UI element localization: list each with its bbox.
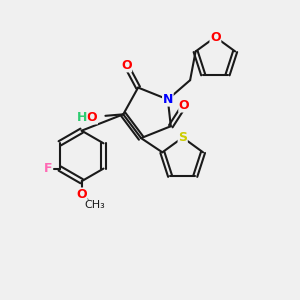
Text: F: F — [44, 162, 52, 175]
Text: O: O — [87, 111, 98, 124]
Text: H: H — [76, 111, 87, 124]
Text: CH₃: CH₃ — [85, 200, 105, 210]
Text: S: S — [178, 131, 187, 144]
Text: N: N — [163, 93, 173, 106]
Text: O: O — [179, 99, 190, 112]
Text: O: O — [210, 31, 221, 44]
Text: O: O — [121, 59, 131, 72]
Text: O: O — [76, 188, 87, 201]
